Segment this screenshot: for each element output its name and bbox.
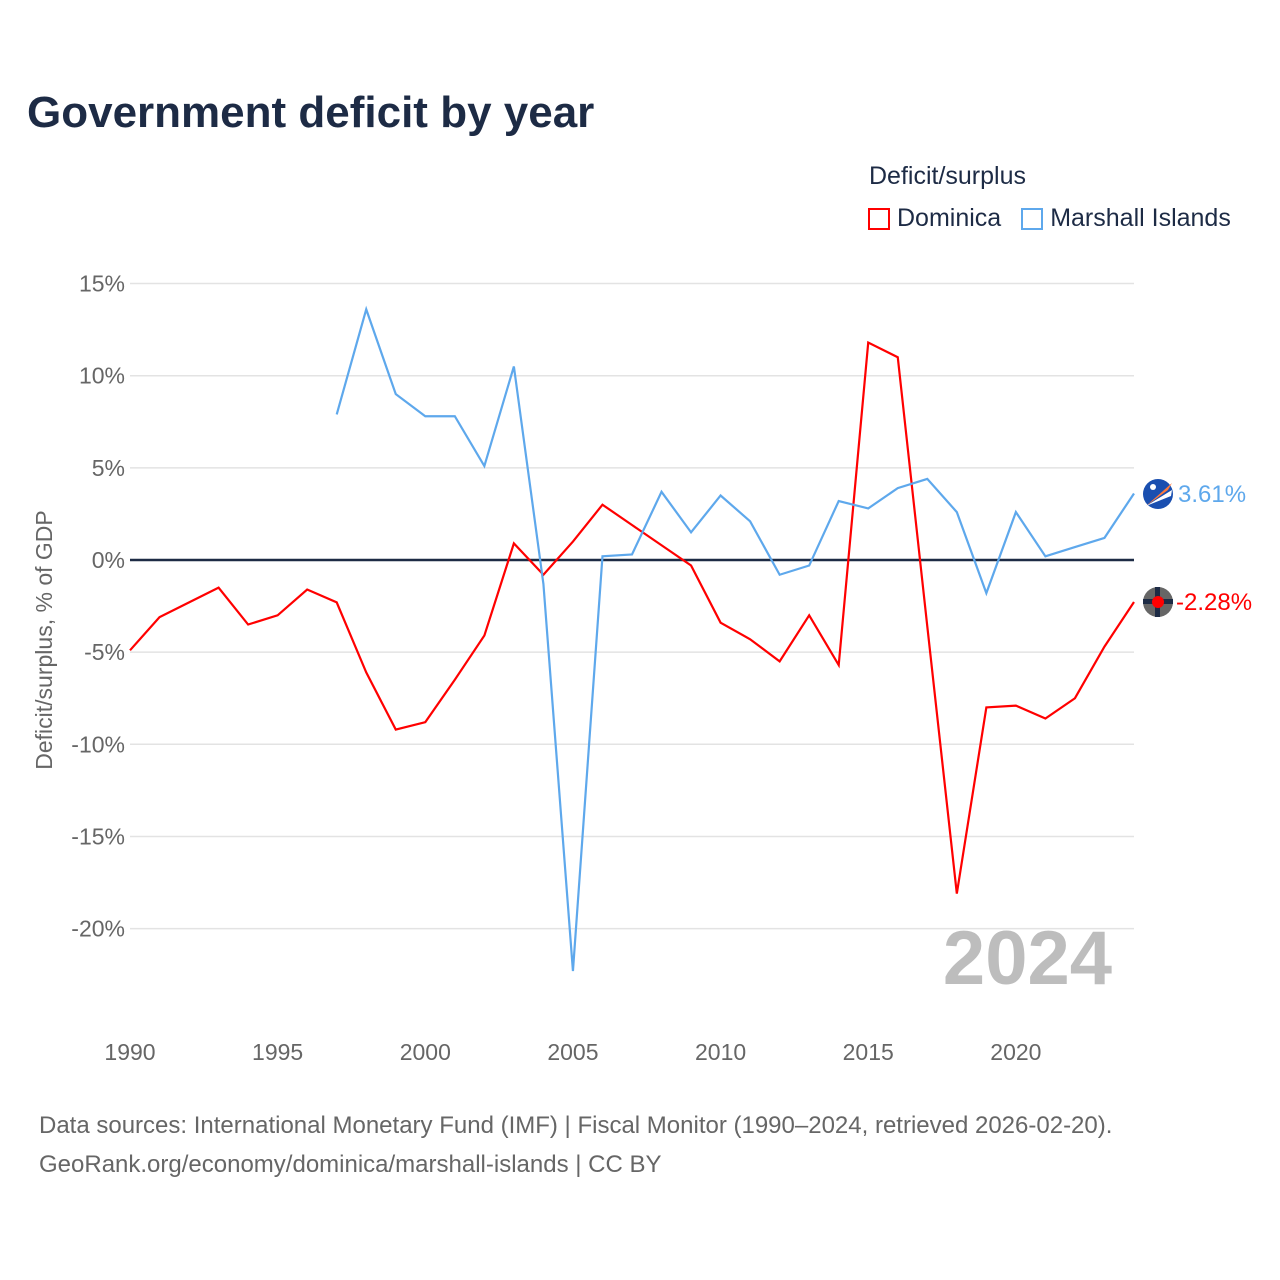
y-tick-label: 10% (79, 363, 125, 389)
marshall-islands-flag-icon (1143, 479, 1173, 509)
sources-link[interactable]: GeoRank.org/economy/dominica/marshall-is… (39, 1151, 662, 1178)
x-tick-label: 2015 (843, 1039, 894, 1065)
x-tick-label: 1990 (104, 1039, 155, 1065)
data-sources: Data sources: International Monetary Fun… (39, 1106, 1112, 1184)
line-chart: 15% 10% 5% 0% -5% -10% -15% -20% 1990 1995 2000 20… (31, 271, 1252, 1065)
y-tick-label: -5% (84, 639, 125, 665)
y-tick-label: -15% (71, 823, 125, 849)
series-line-marshall-islands[interactable] (335, 305, 1135, 972)
y-tick-label: -20% (71, 916, 125, 942)
legend-title: Deficit/surplus (869, 162, 1026, 190)
year-watermark: 2024 (943, 916, 1112, 1001)
legend-item-marshall-islands[interactable]: Marshall Islands (1021, 204, 1231, 233)
x-tick-label: 2020 (990, 1039, 1041, 1065)
y-tick-label: 0% (92, 547, 125, 573)
legend-swatch-dominica (868, 207, 890, 230)
legend-swatch-marshall-islands (1021, 207, 1044, 230)
y-tick-label: 5% (92, 455, 125, 481)
x-tick-label: 2000 (400, 1039, 451, 1065)
dominica-flag-icon (1143, 587, 1173, 617)
end-label-dominica: -2.28% (1176, 589, 1252, 616)
x-tick-label: 2005 (547, 1039, 598, 1065)
chart-title: Government deficit by year (27, 88, 595, 137)
legend: Dominica Marshall Islands (868, 204, 1231, 233)
x-tick-label: 1995 (252, 1039, 303, 1065)
end-label-marshall-islands: 3.61% (1178, 481, 1246, 508)
legend-label: Marshall Islands (1050, 204, 1231, 232)
series-line-dominica[interactable] (129, 340, 1135, 894)
legend-label: Dominica (897, 204, 1002, 232)
legend-item-dominica[interactable]: Dominica (868, 204, 1001, 233)
y-tick-label: 15% (79, 271, 125, 297)
y-tick-label: -10% (71, 731, 125, 757)
y-axis-label: Deficit/surplus, % of GDP (31, 510, 57, 769)
sources-line-1: Data sources: International Monetary Fun… (39, 1112, 1113, 1139)
x-tick-label: 2010 (695, 1039, 746, 1065)
